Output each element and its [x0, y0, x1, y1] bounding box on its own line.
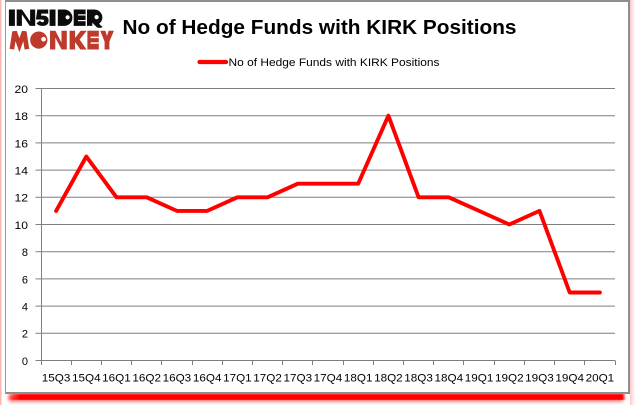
svg-text:No of Hedge Funds with KIRK Po: No of Hedge Funds with KIRK Positions — [229, 57, 441, 69]
svg-text:6: 6 — [22, 274, 28, 286]
svg-text:19Q4: 19Q4 — [555, 373, 584, 385]
svg-text:18Q3: 18Q3 — [404, 373, 433, 385]
svg-text:18: 18 — [15, 111, 29, 123]
svg-text:20: 20 — [15, 84, 29, 96]
svg-text:16: 16 — [15, 138, 29, 150]
svg-text:16Q1: 16Q1 — [102, 373, 131, 385]
svg-text:4: 4 — [22, 302, 28, 314]
svg-text:15Q3: 15Q3 — [42, 373, 71, 385]
svg-text:16Q2: 16Q2 — [132, 373, 161, 385]
svg-text:17Q1: 17Q1 — [223, 373, 252, 385]
svg-text:19Q2: 19Q2 — [495, 373, 524, 385]
svg-text:18Q1: 18Q1 — [344, 373, 373, 385]
svg-text:19Q1: 19Q1 — [465, 373, 494, 385]
svg-text:19Q3: 19Q3 — [525, 373, 554, 385]
svg-text:17Q4: 17Q4 — [314, 373, 343, 385]
svg-text:16Q3: 16Q3 — [163, 373, 192, 385]
svg-text:12: 12 — [15, 193, 29, 205]
svg-text:0: 0 — [22, 356, 28, 368]
svg-text:10: 10 — [15, 220, 29, 232]
svg-text:2: 2 — [22, 329, 28, 341]
svg-text:15Q4: 15Q4 — [72, 373, 101, 385]
svg-text:No of Hedge Funds with KIRK Po: No of Hedge Funds with KIRK Positions — [123, 17, 517, 39]
svg-text:20Q1: 20Q1 — [586, 373, 615, 385]
svg-text:18Q2: 18Q2 — [374, 373, 403, 385]
svg-text:18Q4: 18Q4 — [435, 373, 464, 385]
svg-text:14: 14 — [15, 166, 29, 178]
svg-text:16Q4: 16Q4 — [193, 373, 222, 385]
svg-text:8: 8 — [22, 247, 28, 259]
svg-text:17Q2: 17Q2 — [253, 373, 282, 385]
svg-text:17Q3: 17Q3 — [284, 373, 313, 385]
